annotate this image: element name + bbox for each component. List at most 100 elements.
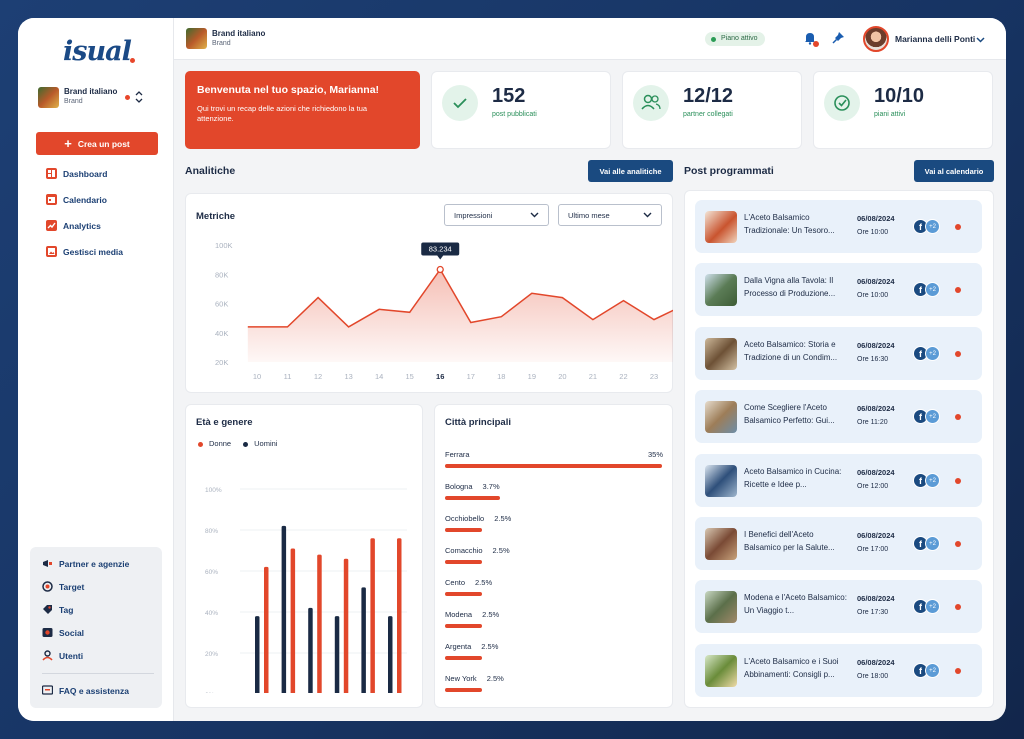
brand-selector[interactable]: Brand italiano Brand: [38, 84, 156, 110]
sidebar-item-gestisci-media[interactable]: Gestisci media: [46, 245, 123, 258]
metric-select[interactable]: Impressioni: [444, 204, 549, 226]
bar-donne: [264, 566, 269, 693]
period-select[interactable]: Ultimo mese: [558, 204, 662, 226]
tooltip: [421, 242, 460, 256]
scheduled-post-item[interactable]: Dalla Vigna alla Tavola: Il Processo di …: [695, 263, 982, 317]
post-time: Ore 16:30: [857, 355, 889, 363]
bell-icon[interactable]: [804, 31, 819, 47]
post-title: Aceto Balsamico in Cucina: Ricette e Ide…: [744, 466, 842, 489]
check-icon: [442, 85, 478, 121]
scheduled-post-item[interactable]: L'Aceto Balsamico e i Suoi Abbinamenti: …: [695, 643, 982, 697]
bar-uomini: [334, 616, 340, 693]
post-date: 06/08/2024: [857, 214, 895, 223]
city-bar: [445, 656, 483, 660]
stat-value: 152: [492, 85, 526, 107]
brand-type: Brand: [64, 98, 83, 105]
scheduled-post-item[interactable]: Aceto Balsamico in Cucina: Ricette e Ide…: [695, 453, 982, 507]
city-bar: [445, 592, 483, 596]
city-value: 2.5%: [492, 546, 510, 555]
post-thumbnail: [705, 654, 737, 687]
scheduled-post-item[interactable]: I Benefici dell'Aceto Balsamico per la S…: [695, 517, 982, 570]
post-date: 06/08/2024: [857, 277, 895, 287]
sidebar-item-faq[interactable]: FAQ e assistenza: [41, 684, 129, 697]
city-name: Cento: [445, 578, 466, 587]
y-tick-label: 100%: [205, 487, 222, 494]
city-label-row: Cento 2.5%: [445, 578, 663, 587]
chevron-down-icon: [643, 212, 652, 218]
metrics-line-chart: 100K 80K 60K 40K 20K 10 11 12 13 14 15 16 17 18 19 20 21…: [215, 241, 673, 381]
chevron-down-icon[interactable]: [975, 32, 986, 43]
stat-label: post pubblicati: [492, 111, 537, 118]
city-name: Comacchio: [445, 546, 483, 555]
top-cities-card: [434, 404, 673, 708]
x-tick-label: 10: [253, 372, 261, 381]
x-tick-label: 18: [497, 372, 505, 381]
post-title: Dalla Vigna alla Tavola: Il Processo di …: [744, 276, 836, 299]
divider: [42, 673, 154, 674]
create-post-button[interactable]: + Crea un post: [36, 132, 158, 155]
sidebar-item-utenti[interactable]: Utenti: [42, 649, 129, 662]
facebook-icon: f: [913, 599, 928, 615]
x-tick-label: 19: [528, 372, 536, 381]
status-dot: [955, 604, 961, 611]
bar-uomini: [388, 616, 393, 693]
app-logo[interactable]: isual: [63, 36, 135, 67]
user-menu[interactable]: Marianna delli Ponti: [863, 26, 975, 52]
status-dot: [955, 477, 961, 484]
post-date: 06/08/2024: [857, 531, 895, 540]
pin-icon[interactable]: [832, 31, 845, 45]
tooltip-arrow: [437, 255, 444, 260]
sidebar-item-dashboard[interactable]: Dashboard: [46, 167, 123, 180]
tooltip-value: 83.234: [429, 245, 452, 254]
bar-donne: [343, 558, 349, 693]
y-tick-label: 40%: [205, 610, 218, 617]
sidebar-item-tag[interactable]: Tag: [42, 603, 129, 616]
city-bar: [445, 688, 483, 692]
bar-uomini: [281, 525, 287, 693]
sidebar-item-calendario[interactable]: Calendario: [46, 193, 123, 206]
main-nav: Dashboard Calendario Analytics Gestisci …: [46, 167, 123, 271]
go-to-analytics-button[interactable]: Vai alle analitiche: [588, 160, 673, 182]
post-time: Ore 11:20: [857, 419, 888, 427]
sidebar-item-target[interactable]: Target: [42, 580, 129, 593]
post-title: I Benefici dell'Aceto Balsamico per la S…: [744, 530, 835, 552]
chevron-updown-icon[interactable]: [135, 90, 143, 105]
post-date: 06/08/2024: [857, 467, 895, 477]
more-channels-badge: +2: [925, 536, 940, 551]
city-bar: [445, 624, 483, 628]
x-tick-label: 11: [284, 372, 292, 381]
age-gender-title: Età e genere: [196, 417, 253, 428]
x-tick-label: 16: [436, 372, 444, 381]
chevron-down-icon: [530, 212, 539, 218]
scheduled-post-item[interactable]: Aceto Balsamico: Storia e Tradizione di …: [695, 326, 982, 380]
scheduled-post-item[interactable]: Come Scegliere l'Aceto Balsamico Perfett…: [695, 390, 982, 444]
scheduled-post-item[interactable]: Modena e l'Aceto Balsamico: Un Viaggio t…: [695, 580, 982, 634]
city-label-row: Comacchio 2.5%: [445, 546, 663, 555]
post-time: Ore 10:00: [857, 292, 889, 300]
age-gender-card: [185, 404, 423, 708]
city-label-row: Ferrara 35%: [445, 450, 663, 459]
city-label-row: Bologna 3.7%: [445, 482, 663, 491]
city-name: Argenta: [445, 642, 472, 651]
sidebar-item-social[interactable]: Social: [42, 626, 129, 639]
brand-thumbnail: [186, 28, 207, 49]
bar-uomini: [308, 607, 313, 693]
more-channels-badge: +2: [925, 282, 940, 298]
legend-item-donne: Donne: [198, 439, 231, 448]
go-to-calendar-button[interactable]: Vai al calendario: [914, 160, 994, 182]
age-gender-bar-chart: 100%80%60%40%20%0%18-2425-3535-4445-5455…: [205, 487, 407, 693]
stat-label: piani attivi: [874, 111, 906, 118]
megaphone-icon: [42, 558, 53, 569]
welcome-banner: Benvenuta nel tuo spazio, Marianna! Qui …: [185, 71, 420, 149]
sidebar-item-partner-agenzie[interactable]: Partner e agenzie: [42, 557, 129, 570]
scheduled-post-item[interactable]: L'Aceto Balsamico Tradizionale: Un Tesor…: [695, 200, 982, 253]
city-label-row: Modena 2.5%: [445, 610, 663, 619]
city-bar: [445, 528, 483, 532]
bar-donne: [317, 554, 322, 693]
brand-type: Brand: [212, 39, 231, 47]
y-tick-label: 100K: [215, 241, 233, 250]
sidebar-item-analytics[interactable]: Analytics: [46, 219, 123, 232]
status-dot: [955, 287, 961, 294]
stat-card-plans: 10/10 piani attivi: [813, 71, 993, 149]
city-row: Ferrara 35%: [445, 450, 663, 468]
